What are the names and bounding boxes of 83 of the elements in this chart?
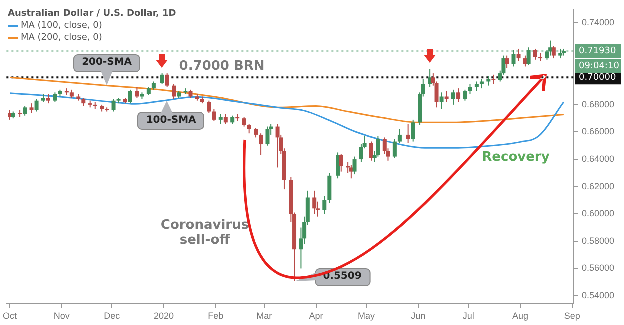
candlestick: [456, 88, 461, 103]
candlestick: [468, 84, 472, 95]
legend-label: MA (200, close, 0): [21, 33, 102, 43]
candlestick: [411, 119, 416, 142]
candlestick: [398, 129, 402, 144]
x-tick-label: Jun: [411, 311, 426, 322]
y-tick-label: 0.54000: [582, 290, 615, 300]
candlestick: [444, 90, 449, 103]
candlestick: [336, 152, 340, 180]
candlestick: [480, 78, 484, 90]
ref-line-label: 0.71930: [579, 46, 616, 57]
x-tick-label: Mar: [256, 311, 272, 322]
candlestick: [512, 50, 516, 68]
candlestick: [534, 48, 538, 60]
candlestick: [452, 89, 456, 106]
candlestick: [247, 124, 252, 134]
y-tick-label: 0.64000: [582, 154, 615, 164]
candlestick: [474, 81, 479, 92]
y-tick-label: 0.74000: [582, 18, 615, 28]
candlestick: [276, 124, 280, 168]
x-tick-label: Feb: [208, 311, 224, 322]
candlestick: [349, 164, 354, 180]
legend-label: MA (100, close, 0): [21, 21, 102, 31]
candlestick: [406, 124, 410, 144]
candlestick: [34, 98, 39, 112]
candlestick: [135, 86, 140, 99]
text: 09:04:10: [579, 62, 620, 72]
annotation: 100-SMA: [138, 114, 204, 128]
candlestick: [160, 73, 164, 85]
x-tick-label: Nov: [54, 311, 70, 322]
candlestick: [526, 47, 531, 66]
y-tick-label: 0.62000: [582, 181, 615, 192]
line-series: [9, 92, 565, 149]
candlestick: [492, 74, 496, 85]
candlestick: [259, 133, 264, 156]
y-tick-label: 0.68000: [582, 99, 615, 110]
candlestick: [266, 126, 270, 146]
annotation: Recovery: [481, 150, 551, 165]
candlestick: [165, 73, 170, 88]
candlestick: [463, 89, 468, 102]
y-tick-label: 0.56000: [582, 263, 615, 274]
candlestick: [486, 76, 491, 86]
candlestick: [30, 103, 34, 114]
x-tick-label: May: [358, 311, 376, 322]
x-tick-label: 2020: [154, 311, 174, 322]
candlestick: [207, 100, 212, 114]
candlestick: [224, 114, 228, 125]
x-tick-label: Jul: [462, 311, 474, 322]
y-tick-label: 0.66000: [582, 126, 615, 137]
candlestick: [46, 94, 51, 104]
candlestick: [339, 154, 344, 172]
ref-line-label: 0.70000: [579, 72, 616, 83]
candlestick: [112, 98, 116, 112]
candlestick: [218, 114, 223, 125]
candlestick: [53, 92, 58, 103]
candlestick: [212, 108, 216, 122]
x-tick-label: Dec: [104, 311, 121, 322]
candlestick: [552, 46, 556, 60]
annotation: 200-SMA: [74, 56, 140, 70]
candlestick: [440, 92, 444, 110]
annotation: 0.7000 BRN: [179, 59, 265, 74]
candlestick: [242, 116, 246, 128]
candlestick: [172, 84, 176, 100]
candlestick: [23, 106, 28, 116]
candlestick: [322, 196, 327, 215]
y-tick-label: 0.58000: [582, 236, 615, 246]
candlestick: [558, 48, 563, 60]
annotation: Coronavirus sell-off: [160, 218, 250, 248]
chart-title: Australian Dollar / U.S. Dollar, 1D: [8, 8, 176, 20]
candlestick: [516, 48, 521, 62]
candlestick: [428, 68, 432, 88]
candlestick: [128, 89, 133, 104]
y-tick-label: 0.60000: [582, 208, 615, 219]
candlestick: [392, 138, 397, 159]
candlestick: [312, 190, 317, 215]
x-tick-label: Apr: [309, 311, 324, 322]
candlestick: [352, 156, 357, 176]
candlestick: [254, 128, 258, 138]
x-tick-label: Aug: [512, 311, 528, 322]
candlestick: [370, 141, 374, 162]
x-tick-label: Oct: [3, 311, 18, 322]
x-tick-label: Sep: [564, 311, 580, 322]
candlestick: [505, 55, 510, 69]
